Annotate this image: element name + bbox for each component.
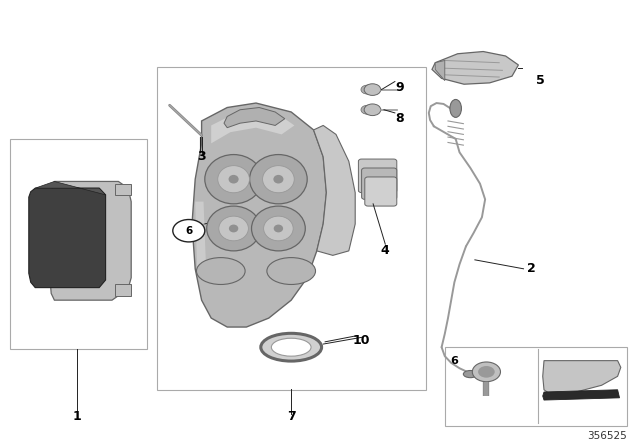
Ellipse shape xyxy=(273,175,284,184)
Polygon shape xyxy=(224,108,285,128)
Circle shape xyxy=(361,85,374,94)
Text: 4: 4 xyxy=(381,244,390,258)
FancyBboxPatch shape xyxy=(365,177,397,206)
Ellipse shape xyxy=(196,258,245,284)
Text: 6: 6 xyxy=(451,356,458,366)
Text: 8: 8 xyxy=(396,112,404,125)
Circle shape xyxy=(364,84,381,95)
Text: 356525: 356525 xyxy=(588,431,627,441)
Polygon shape xyxy=(195,202,206,269)
Ellipse shape xyxy=(262,166,294,193)
Text: 10: 10 xyxy=(353,334,371,347)
Bar xyxy=(10,139,147,349)
Ellipse shape xyxy=(228,175,239,184)
FancyBboxPatch shape xyxy=(358,159,397,193)
Polygon shape xyxy=(543,361,621,394)
Bar xyxy=(445,347,627,426)
Ellipse shape xyxy=(267,258,316,284)
Text: 5: 5 xyxy=(536,74,545,87)
Text: 6: 6 xyxy=(185,226,193,236)
Circle shape xyxy=(361,105,374,114)
Text: 7: 7 xyxy=(287,410,296,423)
Ellipse shape xyxy=(219,216,248,241)
Polygon shape xyxy=(35,181,106,195)
Polygon shape xyxy=(435,60,445,81)
Polygon shape xyxy=(29,188,106,288)
FancyBboxPatch shape xyxy=(362,168,397,199)
Ellipse shape xyxy=(250,155,307,204)
Ellipse shape xyxy=(218,166,250,193)
Ellipse shape xyxy=(229,224,238,233)
Circle shape xyxy=(364,104,381,116)
Bar xyxy=(115,184,131,195)
Bar xyxy=(115,284,131,296)
Polygon shape xyxy=(314,125,355,255)
Circle shape xyxy=(173,220,205,242)
Ellipse shape xyxy=(252,206,305,251)
Polygon shape xyxy=(543,390,620,400)
Ellipse shape xyxy=(450,99,461,117)
Ellipse shape xyxy=(463,370,477,378)
Ellipse shape xyxy=(274,224,283,233)
Text: 3: 3 xyxy=(197,150,206,164)
Polygon shape xyxy=(192,103,326,327)
Ellipse shape xyxy=(205,155,262,204)
Ellipse shape xyxy=(264,216,293,241)
Text: 2: 2 xyxy=(527,262,536,276)
Bar xyxy=(157,67,426,390)
Polygon shape xyxy=(50,181,131,300)
Circle shape xyxy=(472,362,500,382)
Polygon shape xyxy=(432,52,518,84)
Text: 1: 1 xyxy=(72,410,81,423)
Ellipse shape xyxy=(207,206,260,251)
Circle shape xyxy=(478,366,495,378)
Ellipse shape xyxy=(271,338,311,356)
Text: 9: 9 xyxy=(396,81,404,94)
Polygon shape xyxy=(211,110,294,143)
Ellipse shape xyxy=(261,333,321,361)
